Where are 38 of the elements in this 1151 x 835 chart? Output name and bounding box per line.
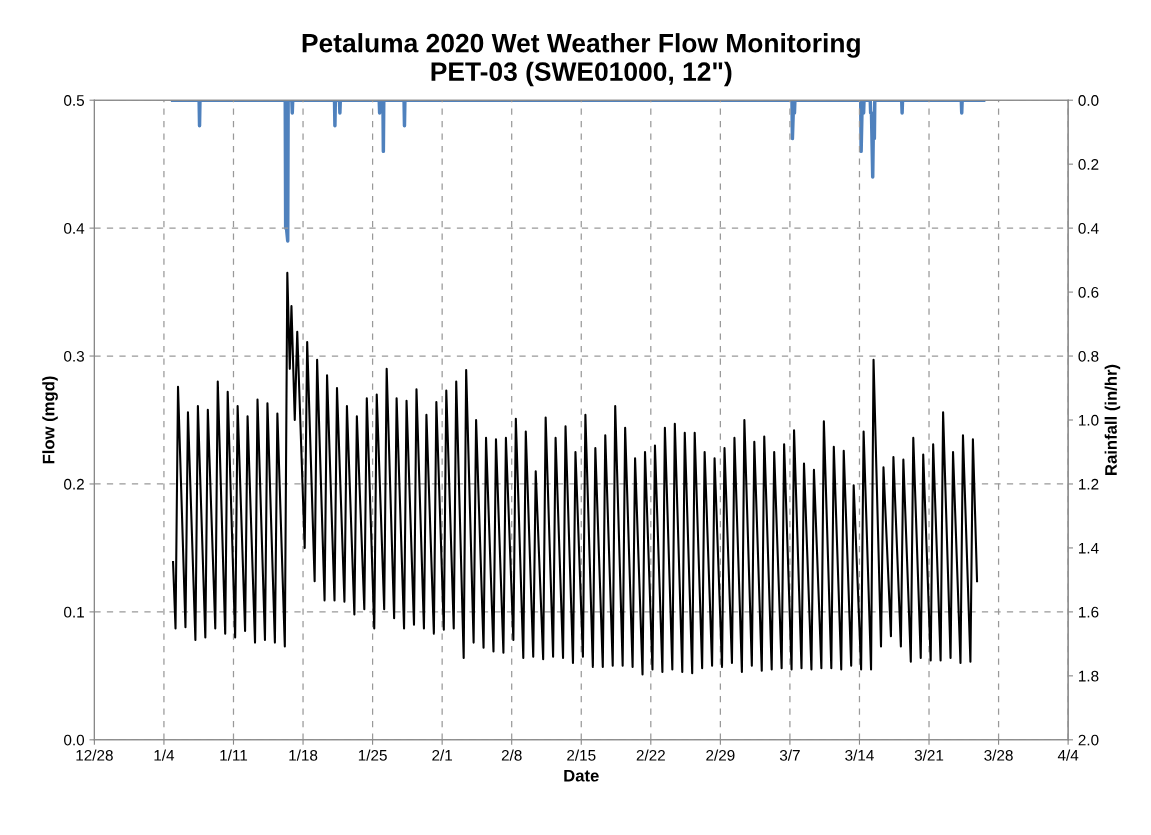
x-axis-title: Date (564, 769, 599, 782)
x-tick-label: 12/28 (76, 749, 113, 761)
chart-title: Petaluma 2020 Wet Weather Flow Monitoring PET-03 (SWE01000, 12") (302, 33, 860, 87)
y2-tick-label: 1.0 (1079, 414, 1099, 426)
y2-tick-label: 1.8 (1079, 670, 1099, 682)
x-tick-label: 1/4 (154, 749, 175, 761)
y2-tick-label: 2.0 (1078, 734, 1099, 746)
y-tick-label: 0.0 (64, 734, 85, 746)
y2-tick-label: 0.0 (1078, 95, 1099, 106)
y-tick-label: 0.3 (64, 350, 84, 362)
x-tick-label: 1/11 (220, 749, 248, 761)
line-series (170, 100, 986, 243)
x-tick-label: 3/14 (845, 749, 874, 761)
x-tick-label: 2/29 (706, 749, 735, 761)
line-series (172, 271, 979, 676)
y-axis-title: Flow (mgd) (42, 376, 58, 464)
y-tick-label: 0.4 (64, 222, 85, 234)
y-tick-label: 0.5 (64, 95, 85, 106)
y-tick-label: 0.1 (64, 606, 84, 618)
x-tick-label: 4/4 (1057, 749, 1079, 761)
x-tick-label: 3/28 (984, 749, 1013, 761)
y2-tick-label: 1.2 (1079, 478, 1099, 490)
x-tick-label: 2/1 (432, 749, 453, 761)
y2-tick-label: 0.8 (1078, 350, 1099, 362)
y2-tick-label: 0.2 (1078, 159, 1099, 170)
y2-axis-title: Rainfall (in/hr) (1104, 364, 1121, 475)
x-tick-label: 3/21 (914, 749, 944, 761)
x-tick-label: 1/25 (358, 749, 387, 761)
x-tick-label: 2/8 (501, 749, 522, 761)
x-tick-label: 2/22 (636, 749, 665, 761)
y2-tick-label: 1.6 (1079, 606, 1099, 618)
y2-tick-label: 0.4 (1078, 222, 1099, 234)
y-tick-label: 0.2 (64, 478, 84, 490)
x-tick-label: 2/15 (567, 749, 596, 761)
y2-tick-label: 0.6 (1078, 286, 1099, 298)
x-tick-label: 3/7 (779, 749, 800, 761)
x-tick-label: 1/18 (289, 749, 318, 761)
y2-tick-label: 1.4 (1079, 542, 1099, 554)
